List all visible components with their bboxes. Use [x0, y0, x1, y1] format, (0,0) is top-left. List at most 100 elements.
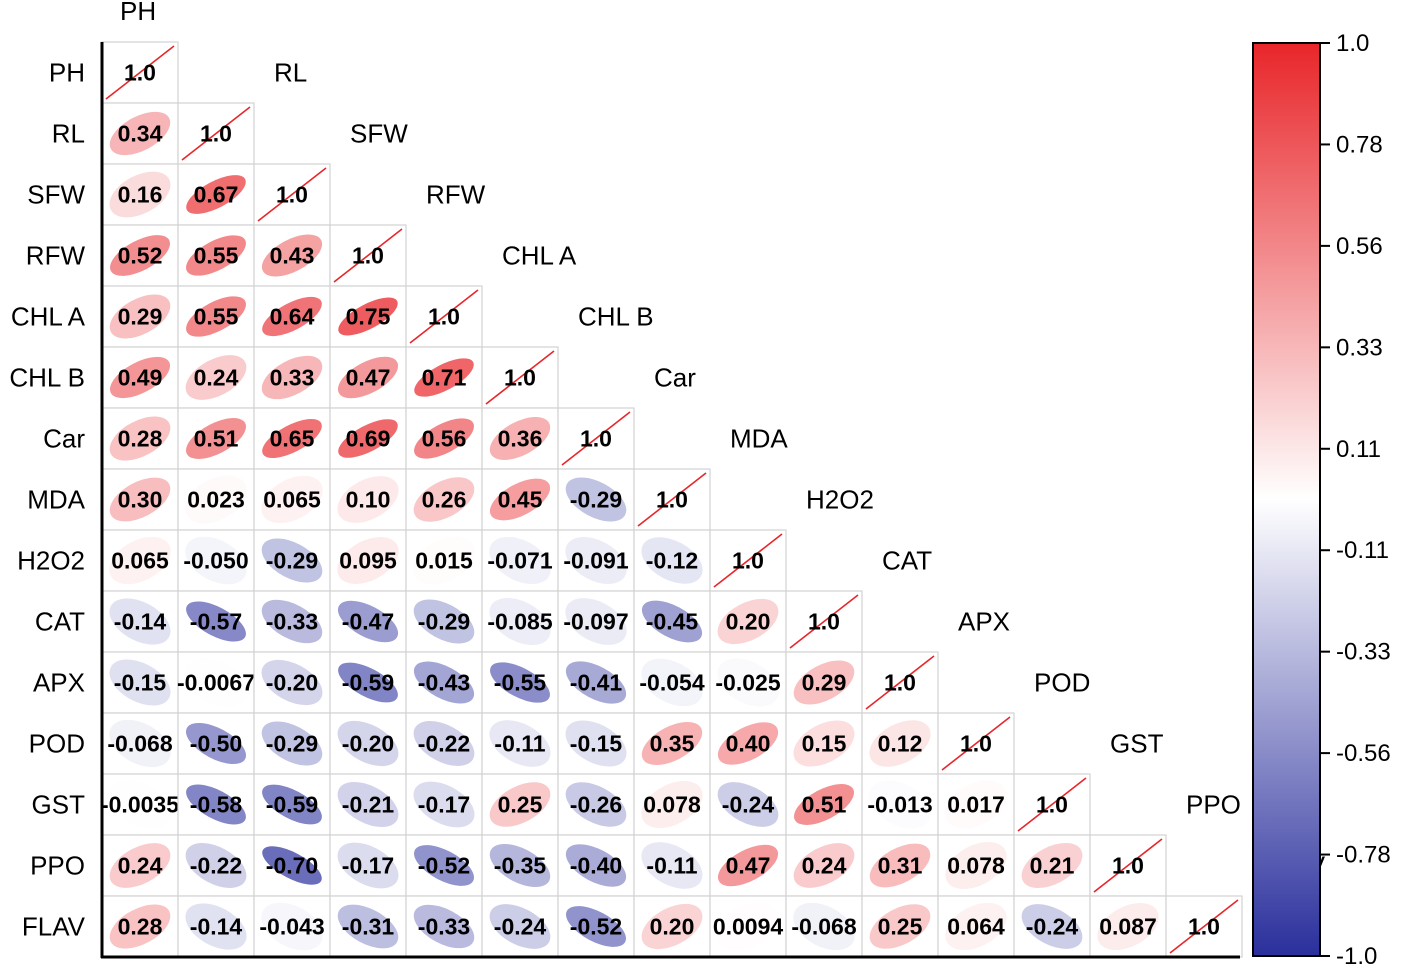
correlation-value: 0.55 — [194, 304, 239, 330]
correlation-ellipse — [565, 844, 627, 887]
correlation-value: 0.12 — [878, 731, 923, 757]
correlation-value: 1.0 — [580, 426, 612, 452]
correlation-ellipse — [109, 294, 171, 339]
correlation-value: 0.28 — [118, 914, 163, 940]
correlation-value: 0.065 — [111, 548, 169, 574]
correlation-value: 0.24 — [802, 853, 847, 879]
correlation-value: -0.013 — [867, 792, 932, 818]
correlation-ellipse — [793, 660, 855, 705]
correlation-value: -0.35 — [494, 853, 547, 879]
correlation-value: 0.078 — [947, 853, 1005, 879]
correlation-ellipse — [185, 475, 247, 524]
colorbar-tick-label: 0.56 — [1336, 233, 1383, 260]
correlation-ellipse — [109, 598, 171, 645]
correlation-value: -0.025 — [715, 670, 780, 696]
correlation-ellipse — [186, 235, 246, 276]
correlation-ellipse — [869, 780, 931, 829]
correlation-value: -0.054 — [639, 670, 704, 696]
correlation-value: -0.11 — [646, 853, 697, 879]
correlation-ellipse — [337, 537, 399, 584]
diagonal-slash — [485, 350, 555, 405]
correlation-value: -0.091 — [563, 548, 628, 574]
correlation-value: 0.064 — [947, 914, 1005, 940]
correlation-value: -0.40 — [570, 853, 622, 879]
correlation-ellipse — [413, 721, 475, 766]
correlation-value: -0.17 — [342, 853, 394, 879]
correlation-ellipse — [413, 904, 475, 949]
correlation-value: -0.071 — [487, 548, 552, 574]
row-label: RFW — [26, 241, 86, 271]
diagonal-slash — [181, 106, 251, 161]
correlation-value: 0.25 — [498, 792, 543, 818]
correlation-ellipse — [641, 903, 703, 950]
row-label: APX — [33, 668, 85, 698]
correlation-value: 0.28 — [118, 426, 163, 452]
row-label: PPO — [30, 851, 85, 881]
correlation-ellipse — [262, 784, 322, 825]
correlation-ellipse — [337, 356, 399, 399]
correlation-value: 0.015 — [415, 548, 473, 574]
correlation-cells: 1.0 0.34 1.0 0.16 0.67 1.0 0.52 0.55 0.43 1.0 0.29… — [101, 41, 1243, 958]
row-label: POD — [29, 729, 85, 759]
correlation-ellipse — [717, 598, 779, 645]
row-label: GST — [32, 790, 86, 820]
diagonal-slash — [561, 411, 631, 466]
correlation-value: 0.20 — [726, 609, 771, 635]
correlation-value: -0.11 — [494, 731, 545, 757]
column-label: POD — [1034, 668, 1090, 698]
row-label: FLAV — [22, 912, 86, 942]
correlation-ellipse — [641, 658, 703, 707]
column-label: GST — [1110, 729, 1164, 759]
correlation-ellipse — [565, 782, 627, 827]
correlation-ellipse — [717, 722, 779, 765]
diagonal-slash — [1017, 777, 1087, 832]
correlation-value: 0.31 — [878, 853, 923, 879]
column-label: MDA — [730, 424, 788, 454]
correlation-value: -0.59 — [342, 670, 394, 696]
correlation-ellipse — [489, 904, 551, 949]
correlation-ellipse — [337, 600, 399, 643]
row-label: CAT — [35, 607, 85, 637]
correlation-value: 1.0 — [1188, 914, 1220, 940]
column-label: CHL A — [502, 241, 577, 271]
correlation-ellipse — [261, 659, 323, 706]
correlation-ellipse — [489, 536, 551, 585]
correlation-value: -0.45 — [646, 609, 699, 635]
correlation-ellipse — [489, 720, 551, 767]
column-label: PH — [120, 0, 156, 26]
correlation-ellipse — [414, 418, 474, 459]
correlation-ellipse — [109, 536, 171, 585]
correlation-value: -0.068 — [107, 731, 172, 757]
correlation-ellipse — [337, 720, 399, 767]
correlation-value: 0.65 — [270, 426, 315, 452]
correlation-value: -0.29 — [418, 609, 470, 635]
correlation-ellipse — [565, 720, 627, 767]
correlation-ellipse — [489, 478, 551, 521]
correlation-ellipse — [490, 662, 550, 703]
correlation-ellipse — [337, 781, 399, 828]
diagonal-slash — [409, 289, 479, 344]
column-label: H2O2 — [806, 485, 874, 515]
correlation-value: 0.47 — [346, 365, 391, 391]
colorbar-tick-label: 1.0 — [1336, 30, 1369, 57]
correlation-value: 0.67 — [194, 182, 239, 208]
correlation-value: -0.0035 — [101, 792, 179, 818]
correlation-ellipse — [794, 784, 854, 825]
correlation-value: 0.30 — [118, 487, 163, 513]
correlation-value: -0.12 — [646, 548, 698, 574]
correlation-value: 0.24 — [194, 365, 239, 391]
row-label: Car — [43, 424, 85, 454]
row-label: SFW — [27, 180, 85, 210]
correlation-value: -0.31 — [342, 914, 395, 940]
column-label: RFW — [426, 180, 486, 210]
correlation-value: 0.71 — [422, 365, 467, 391]
correlation-ellipse — [185, 722, 247, 765]
correlation-value: 0.017 — [947, 792, 1005, 818]
correlation-ellipse — [261, 721, 323, 766]
column-label: APX — [958, 607, 1010, 637]
correlation-ellipse — [109, 111, 171, 156]
correlation-value: -0.22 — [418, 731, 470, 757]
color-scale-bar: 1.0 0.78 0.56 0.33 0.11 -0.11 -0.33 -0.56 -0.78 -… — [1252, 30, 1391, 969]
correlation-value: 1.0 — [276, 182, 308, 208]
correlation-value: 0.087 — [1099, 914, 1157, 940]
